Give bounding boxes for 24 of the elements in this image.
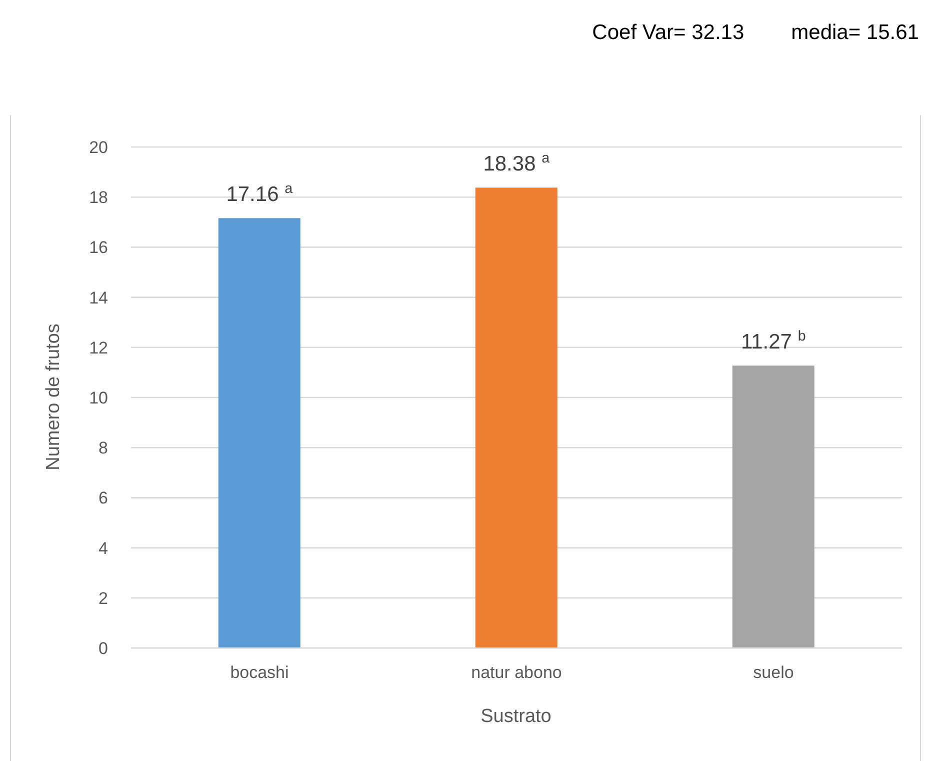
data-label: 17.16 $^{a}$: [226, 181, 293, 206]
y-tick-label: 0: [98, 639, 108, 658]
y-tick-label: 10: [89, 388, 108, 408]
data-label: 11.27 $^{b}$: [740, 328, 806, 354]
x-axis-title: Sustrato: [480, 706, 552, 728]
x-tick-label: natur abono: [471, 663, 562, 682]
y-tick-label: 6: [98, 488, 108, 508]
text: media= 15.61: [791, 21, 919, 45]
y-tick-label: 14: [89, 288, 108, 308]
y-tick-label: 8: [98, 438, 108, 458]
y-tick-label: 12: [89, 338, 108, 358]
text: Coef Var= 32.13: [592, 21, 744, 45]
data-label: 18.38 $^{a}$: [483, 150, 550, 176]
y-axis-title: Numero de frutos: [43, 324, 65, 470]
x-tick-label: suelo: [753, 663, 794, 682]
y-tick-label: 18: [89, 188, 108, 208]
y-tick-label: 20: [89, 138, 108, 158]
y-tick-label: 4: [98, 538, 108, 558]
y-tick-label: 2: [98, 588, 108, 608]
y-tick-label: 16: [89, 238, 108, 258]
bar: [732, 366, 814, 648]
bar: [218, 218, 300, 648]
bar: [475, 188, 558, 648]
x-tick-label: bocashi: [230, 663, 289, 682]
